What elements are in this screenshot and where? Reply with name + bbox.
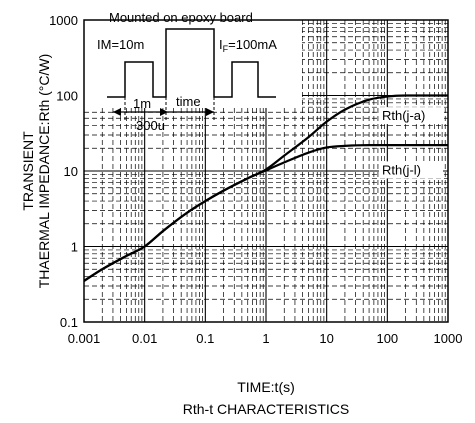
x-tick-label: 0.1 — [196, 331, 214, 346]
board-label: Mounted on epoxy board — [109, 10, 253, 25]
y-tick-label: 1000 — [49, 13, 78, 28]
x-tick-label: 0.01 — [132, 331, 157, 346]
plot-frame — [83, 19, 449, 323]
x-tick-label: 0.001 — [68, 331, 101, 346]
im-label: IM=10m — [97, 37, 144, 52]
y-axis-title-line2: THAERMAL IMPEDANCE:Rth (°C/W) — [36, 54, 52, 289]
tick-labels: 0.001 0.01 0.1 1 10 100 1000 0.1 1 10 100 1000 — [49, 13, 462, 346]
x-axis-title: TIME:t(s) — [237, 379, 295, 395]
arrow-head-left — [113, 108, 121, 116]
y-axis-title-line1: TRANSIENT — [20, 131, 36, 211]
x-tick-label: 100 — [376, 331, 398, 346]
period-label: time — [176, 94, 201, 109]
y-tick-label: 1 — [71, 240, 78, 255]
series-label-rth-j-l: Rth(j-l) — [382, 162, 421, 177]
x-tick-label: 1000 — [434, 331, 463, 346]
arrow-head-right — [206, 108, 214, 116]
pulse-waveform — [107, 28, 276, 98]
chart-caption: Rth-t CHARACTERISTICS — [183, 401, 349, 417]
if-subscript: F — [223, 44, 229, 54]
arrow-head-gap — [160, 108, 168, 116]
series-labels: Rth(j-a) Rth(j-l) — [379, 107, 443, 179]
pulse-width-label: 1m — [133, 96, 151, 111]
inset-mask — [84, 20, 302, 108]
if-prefix: I — [219, 37, 223, 52]
y-tick-label: 0.1 — [60, 315, 78, 330]
series-label-rth-j-a: Rth(j-a) — [382, 108, 425, 123]
series-line-rth-j-l — [83, 144, 448, 282]
if-label: IF=100mA — [219, 37, 277, 54]
series-label-bg — [379, 161, 443, 179]
series-label-bg — [379, 107, 443, 125]
pulse-inset: Mounted on epoxy board IM=10m IF=100mA 1… — [97, 10, 277, 133]
x-tick-label: 10 — [319, 331, 333, 346]
y-tick-label: 10 — [64, 164, 78, 179]
x-tick-label: 1 — [262, 331, 269, 346]
if-value: =100mA — [228, 37, 277, 52]
curves — [83, 94, 448, 282]
pulse-gap-label: 300u — [136, 118, 165, 133]
y-tick-label: 100 — [56, 89, 78, 104]
